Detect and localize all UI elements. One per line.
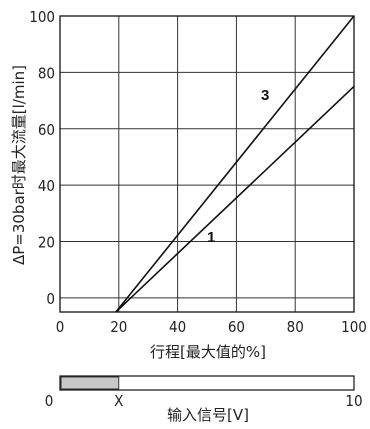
x-tick-label: 0 [56,318,65,336]
y-tick-label: 20 [38,234,55,252]
signal-bar-end-label: 10 [345,392,362,410]
x-tick-label: 80 [287,318,304,336]
x-tick-label: 100 [341,318,367,336]
series-layer [115,15,355,313]
x-tick-label: 40 [169,318,186,336]
signal-bar-marker-label: X [114,392,123,410]
signal-bar-start-label: 0 [45,392,54,410]
series-label-3: 3 [261,87,269,104]
signal-bar-title: 输入信号[V] [167,406,249,424]
y-tick-label: 100 [29,8,55,26]
y-tick-label: 60 [38,121,55,139]
x-tick-label: 60 [228,318,245,336]
series-label-1: 1 [207,229,215,246]
x-tick-label: 20 [110,318,127,336]
series-line-3 [115,15,355,313]
y-tick-label: 80 [38,64,55,82]
x-axis-title: 行程[最大值的%] [150,343,266,361]
series-line-1 [115,85,355,313]
plot-frame [59,15,355,313]
y-tick-label: 0 [46,290,55,308]
signal-bar-shaded-segment [60,376,120,390]
input-signal-bar: 0 X 10 输入信号[V] [45,375,363,424]
y-axis-title: ΔP=30bar时最大流量[l/min] [10,65,28,265]
signal-bar-frame [59,375,355,391]
y-tick-label: 40 [38,177,55,195]
gridlines [60,16,354,312]
tick-labels: 0 20 40 60 80 100 0 20 40 60 80 100 [29,8,367,336]
